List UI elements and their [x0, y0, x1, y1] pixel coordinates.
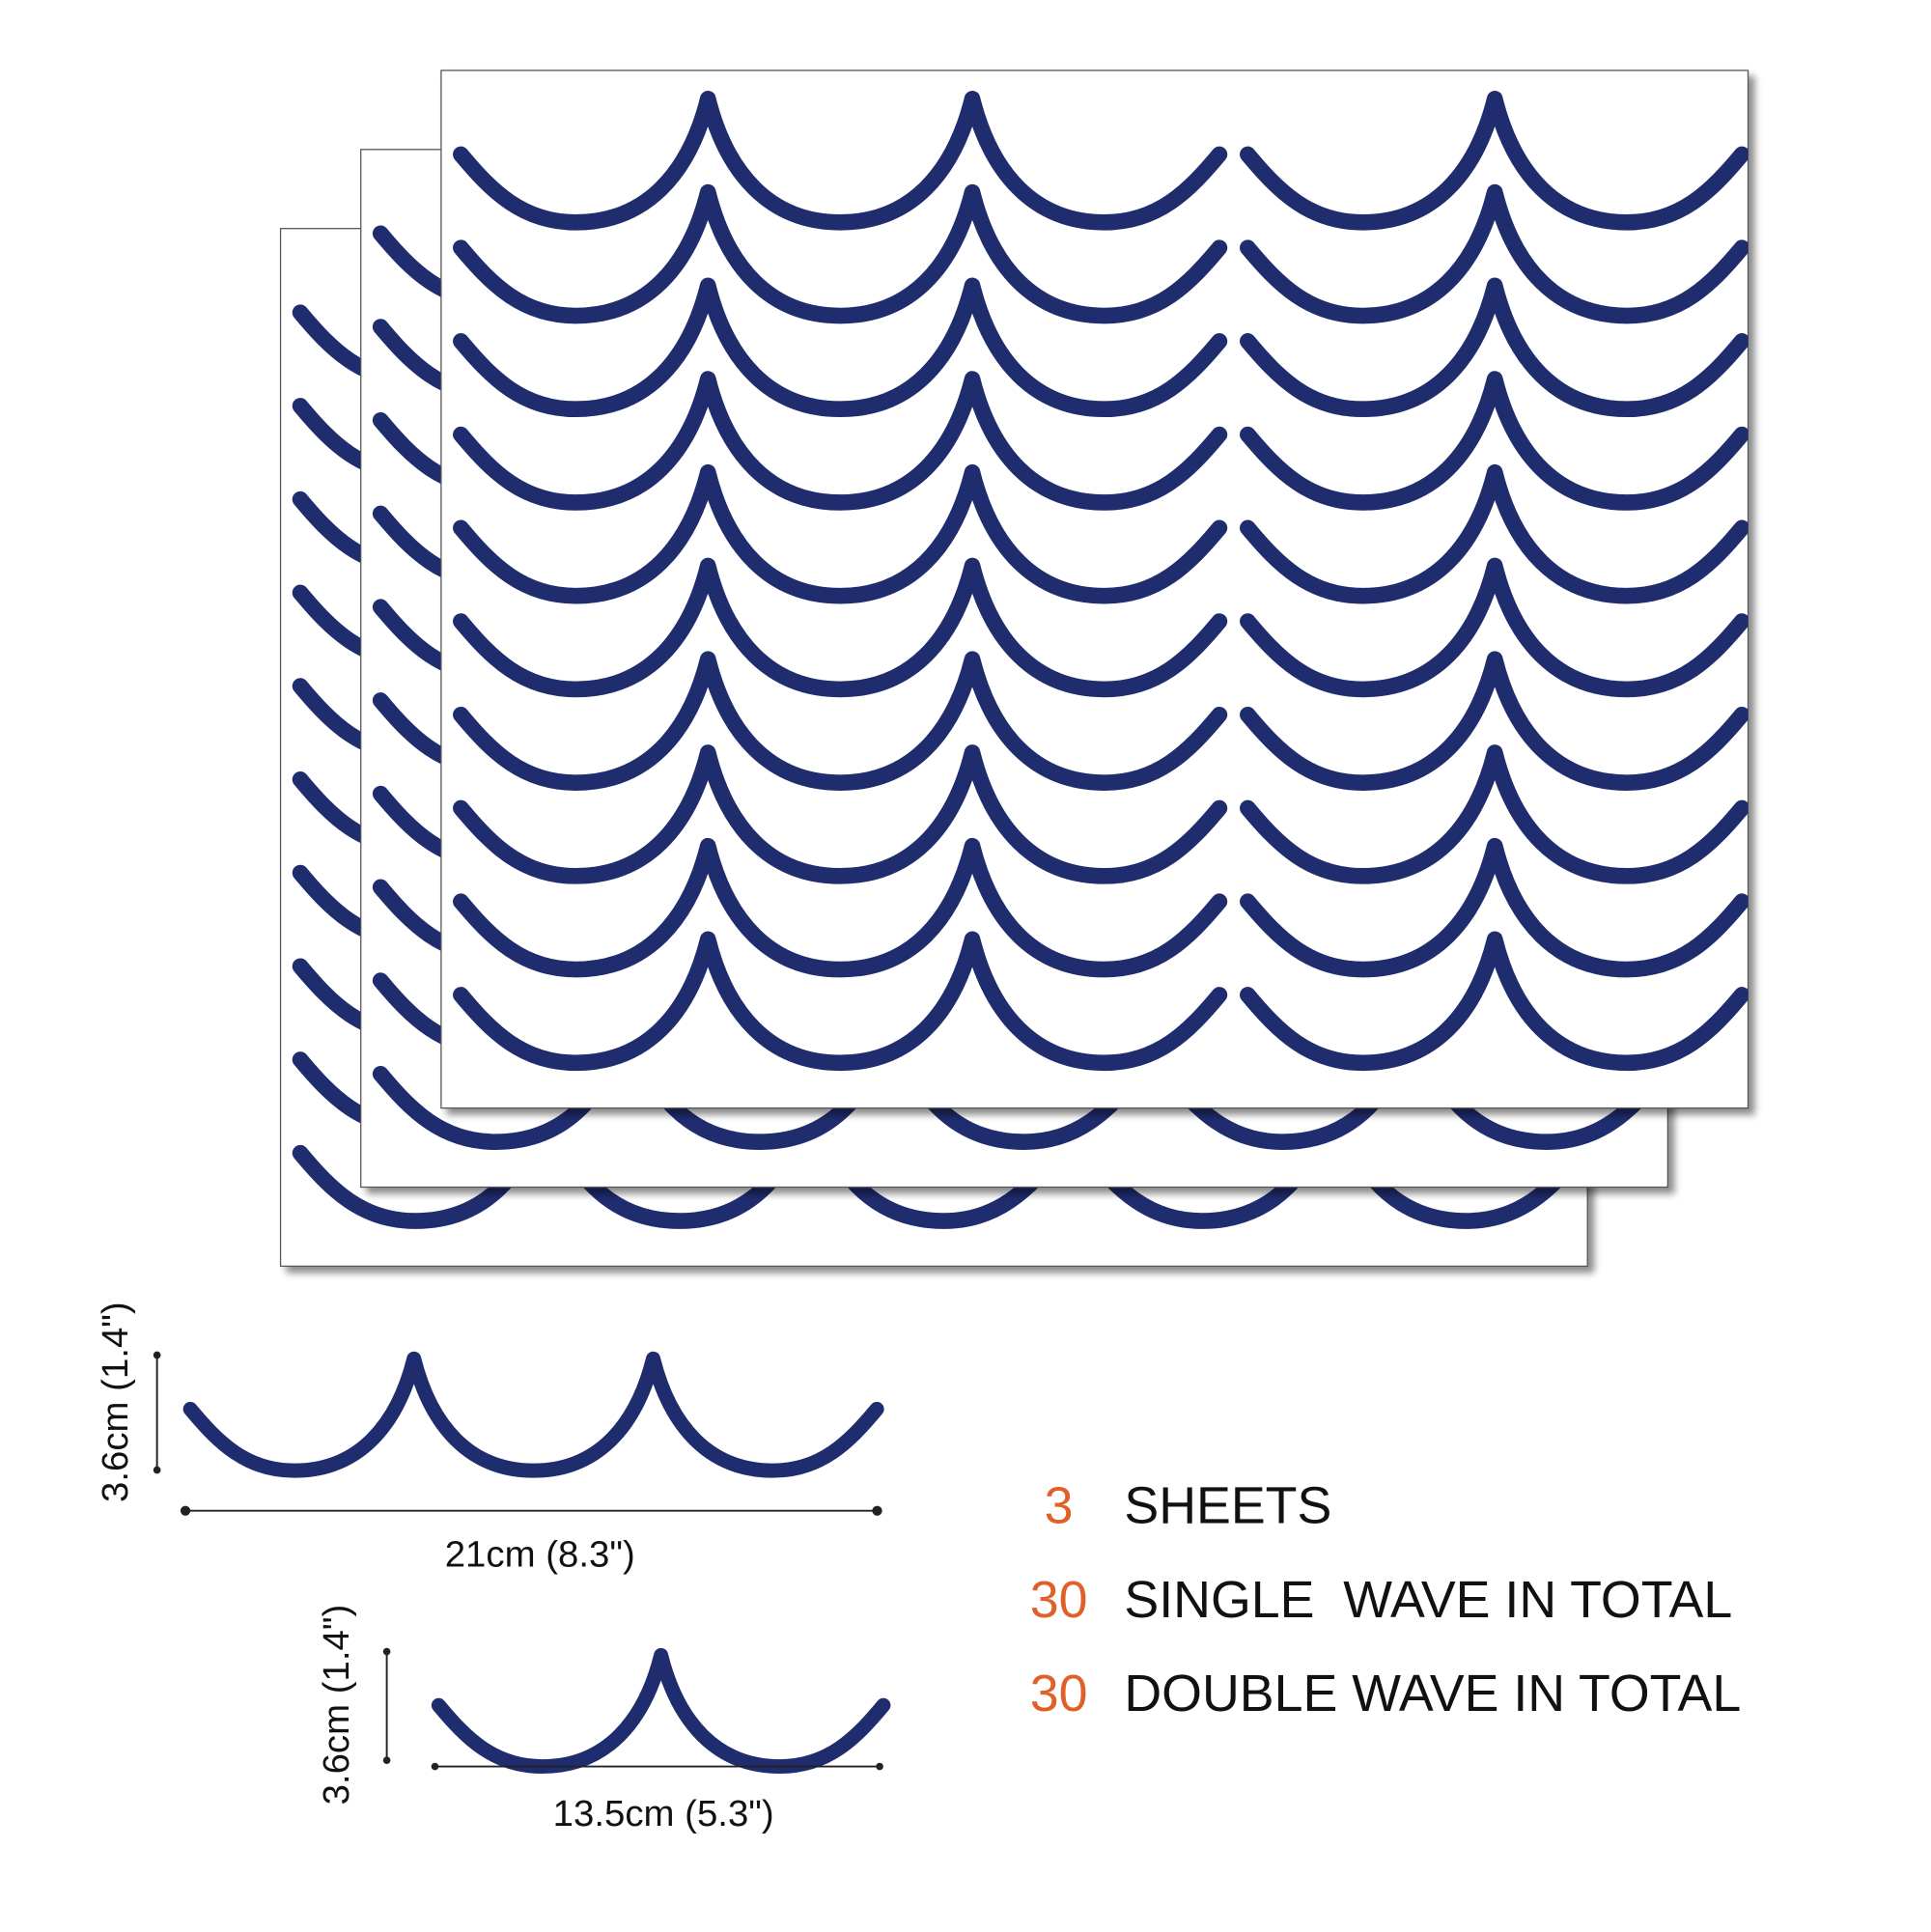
- spec-label: DOUBLE WAVE IN TOTAL: [1124, 1665, 1741, 1722]
- wave-sticker: [453, 371, 1228, 511]
- single-width-label: 13.5cm (5.3"): [553, 1793, 774, 1834]
- wave-samples: [182, 1351, 891, 1775]
- wave-sticker: [453, 183, 1228, 324]
- wave-sticker: [1240, 463, 1749, 604]
- spec-count: 30: [1030, 1665, 1088, 1722]
- wave-sticker: [1240, 837, 1749, 978]
- wave-sticker: [453, 651, 1228, 791]
- wave-sticker: [453, 557, 1228, 698]
- wave-sticker: [182, 1351, 884, 1478]
- spec-count: 30: [1030, 1571, 1088, 1629]
- dimension-dot: [876, 1762, 883, 1771]
- wave-sticker: [453, 277, 1228, 418]
- spec-label: SINGLE WAVE IN TOTAL: [1124, 1571, 1732, 1629]
- dimension-dot: [431, 1762, 439, 1771]
- wave-sticker: [1240, 91, 1749, 231]
- sheet-waves: [453, 91, 1749, 1072]
- spec-count: 3: [1045, 1477, 1074, 1535]
- double-width-label: 21cm (8.3"): [445, 1533, 635, 1575]
- dimension-dot: [382, 1756, 391, 1764]
- dimension-dot: [872, 1505, 882, 1516]
- single-height-label: 3.6cm (1.4"): [316, 1605, 357, 1806]
- spec-label: SHEETS: [1124, 1477, 1331, 1535]
- dimension-dot: [180, 1505, 191, 1516]
- wave-sticker: [453, 931, 1228, 1072]
- double-height-label: 3.6cm (1.4"): [95, 1302, 136, 1502]
- wave-sticker: [431, 1647, 891, 1775]
- spec-list: 3 SHEETS 30 SINGLE WAVE IN TOTAL 30 DOUBLE WA…: [1030, 1477, 1742, 1722]
- dimension-dot: [382, 1647, 391, 1656]
- dimension-dot: [153, 1466, 161, 1474]
- wave-sticker: [453, 463, 1228, 604]
- wave-sticker: [1240, 651, 1749, 791]
- sticker-sheets: [279, 70, 1749, 1268]
- wave-sticker: [453, 91, 1228, 231]
- wave-sticker: [1240, 744, 1749, 884]
- wave-sticker: [292, 1089, 1067, 1229]
- wave-sticker: [372, 1010, 1148, 1151]
- wave-sticker: [453, 744, 1228, 884]
- wave-sticker: [1240, 183, 1749, 324]
- wave-sticker: [1240, 931, 1749, 1072]
- wave-sticker: [1240, 277, 1749, 418]
- wave-sticker: [1240, 557, 1749, 698]
- sheet: [440, 70, 1749, 1109]
- dimension-dot: [153, 1351, 161, 1359]
- wave-sticker: [1240, 371, 1749, 511]
- wave-sticker: [453, 837, 1228, 978]
